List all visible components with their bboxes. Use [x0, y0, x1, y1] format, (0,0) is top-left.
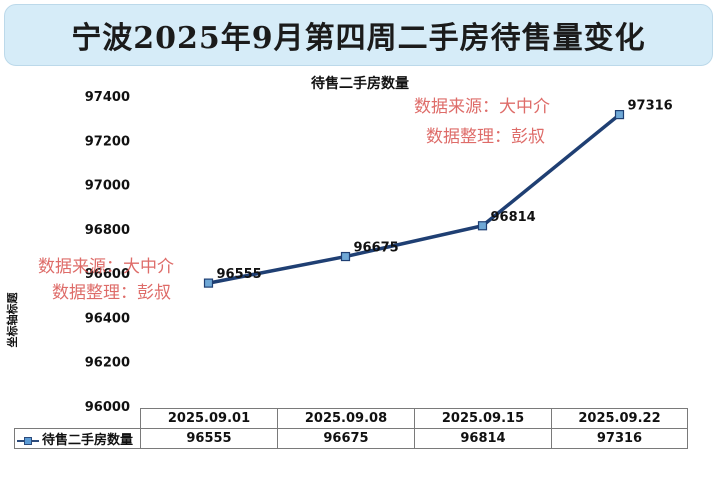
chart-title: 待售二手房数量 [311, 75, 409, 92]
table-value-cell: 97316 [551, 428, 688, 449]
watermark-source-text: 数据来源：大中介 [38, 257, 174, 277]
table-value-cell: 96555 [140, 428, 278, 449]
series-line-path [208, 113, 621, 285]
table-header-cell: 2025.09.01 [140, 408, 278, 429]
data-point-marker [203, 278, 214, 288]
table-header-cell: 2025.09.15 [414, 408, 552, 429]
y-tick-label: 96600 [85, 267, 130, 282]
y-tick-label: 96400 [85, 311, 130, 326]
series-points [203, 109, 625, 288]
data-point-marker [614, 109, 625, 120]
line-chart: 待售二手房数量 坐标轴标题 97400 97200 97000 96800 96600 9… [5, 75, 673, 415]
data-labels: 96555 96675 96814 97316 [217, 99, 673, 283]
data-point-marker [477, 221, 488, 231]
y-tick-label: 97200 [85, 134, 130, 149]
table-header-cell: 2025.09.08 [277, 408, 415, 429]
watermark-top-right: 数据来源：大中介 数据整理：彭叔 [414, 97, 550, 147]
table-corner-cell [14, 408, 141, 429]
y-tick-label: 97400 [85, 90, 130, 105]
data-point-label: 96555 [217, 267, 262, 282]
y-tick-label: 96800 [85, 223, 130, 238]
watermark-editor-text: 数据整理：彭叔 [426, 127, 545, 147]
y-axis-title: 坐标轴标题 [5, 292, 19, 348]
legend-label: 待售二手房数量 [42, 433, 134, 448]
data-point-label: 96675 [354, 241, 399, 256]
legend-entry: 待售二手房数量 [14, 428, 141, 449]
series-line [208, 113, 621, 285]
y-tick-label: 96200 [85, 356, 130, 371]
watermark-editor-text: 数据整理：彭叔 [52, 283, 171, 303]
table-row: 待售二手房数量 96555 96675 96814 97316 [14, 428, 688, 449]
legend-marker-icon [17, 436, 39, 446]
data-point-label: 96814 [491, 210, 536, 225]
page-title-banner: 宁波2025年9月第四周二手房待售量变化 [4, 4, 713, 66]
data-point-marker [340, 251, 351, 262]
page-title: 宁波2025年9月第四周二手房待售量变化 [71, 21, 646, 56]
table-header-cell: 2025.09.22 [551, 408, 688, 429]
chart-frame: 待售二手房数量 坐标轴标题 97400 97200 97000 96800 96600 9… [0, 66, 719, 481]
watermark-source-text: 数据来源：大中介 [414, 97, 550, 117]
data-table: 2025.09.01 2025.09.08 2025.09.15 2025.09… [14, 408, 688, 449]
table-value-cell: 96814 [414, 428, 552, 449]
table-value-cell: 96675 [277, 428, 415, 449]
data-point-label: 97316 [628, 99, 673, 114]
watermark-left: 数据来源：大中介 数据整理：彭叔 [38, 257, 174, 303]
table-header-row: 2025.09.01 2025.09.08 2025.09.15 2025.09… [14, 408, 688, 429]
y-tick-label: 97000 [85, 179, 130, 194]
